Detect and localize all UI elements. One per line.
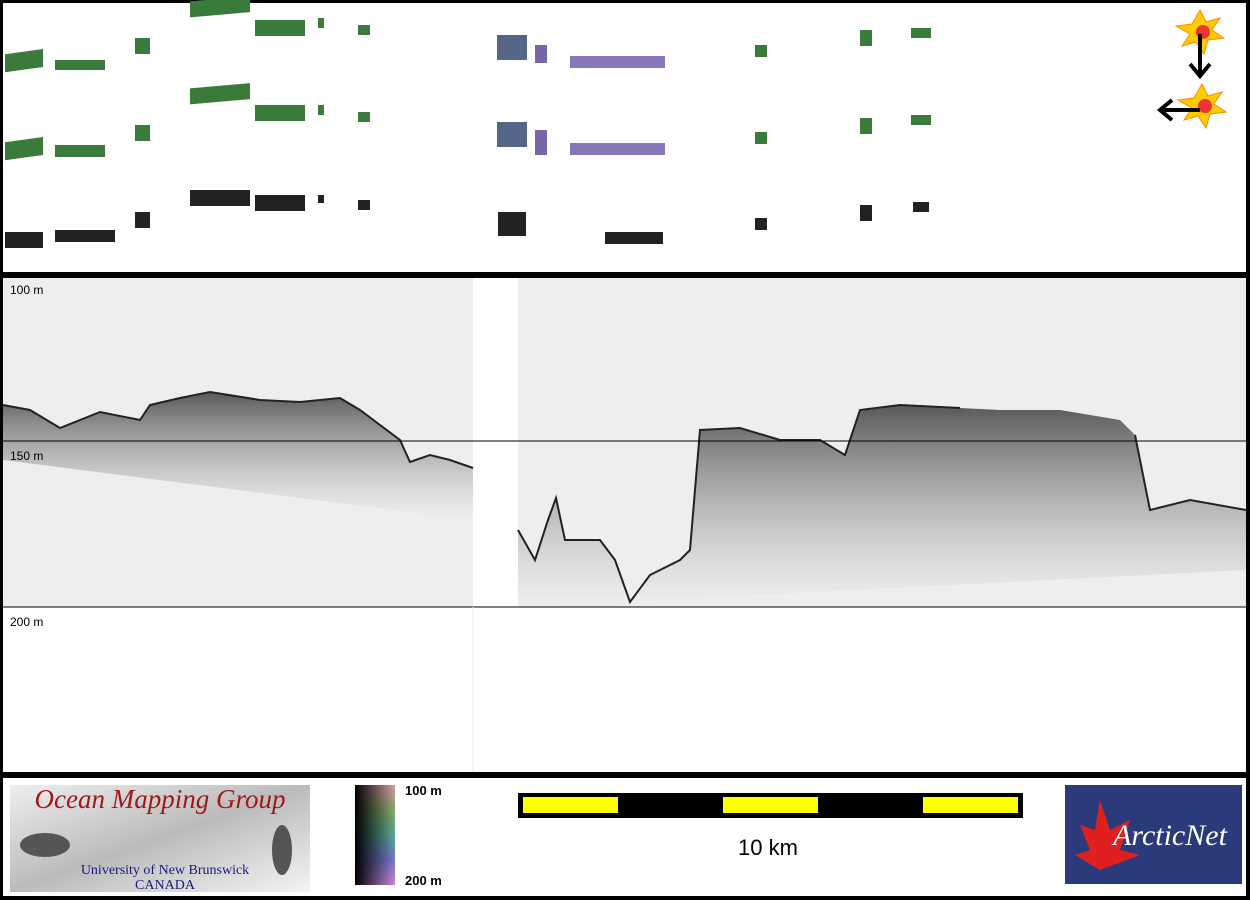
- seabed: [3, 392, 473, 520]
- swath-color: [497, 28, 931, 155]
- depth-label: 100 m: [10, 283, 43, 297]
- logo-fish: [272, 825, 292, 875]
- color-bar-shade: [355, 785, 395, 885]
- omg-country: CANADA: [135, 878, 196, 893]
- arcticnet-name: ArcticNet: [1111, 819, 1228, 852]
- scale-label: 10 km: [738, 835, 798, 860]
- swath-green-2: [5, 83, 370, 161]
- seabed-line: [2, 390, 474, 469]
- swath-black: [5, 190, 929, 248]
- seabed-line: [517, 403, 961, 605]
- omg-subtitle: University of New Brunswick: [81, 863, 249, 878]
- plan-panel: [3, 3, 1246, 272]
- depth-label: 200 m: [10, 615, 43, 629]
- depth-label: 150 m: [10, 449, 43, 463]
- maple-leaf: [1075, 800, 1140, 870]
- color-bar-label: 100 m: [405, 783, 442, 798]
- swath-green-1: [5, 0, 370, 73]
- omg-title: Ocean Mapping Group: [35, 784, 286, 814]
- scale-bar: [518, 793, 1023, 818]
- seabed-line: [1134, 434, 1247, 512]
- sun-direction-icons: [1156, 8, 1228, 130]
- logo-fish: [20, 833, 70, 857]
- seabed: [518, 405, 1246, 607]
- color-bar-label: 200 m: [405, 873, 442, 888]
